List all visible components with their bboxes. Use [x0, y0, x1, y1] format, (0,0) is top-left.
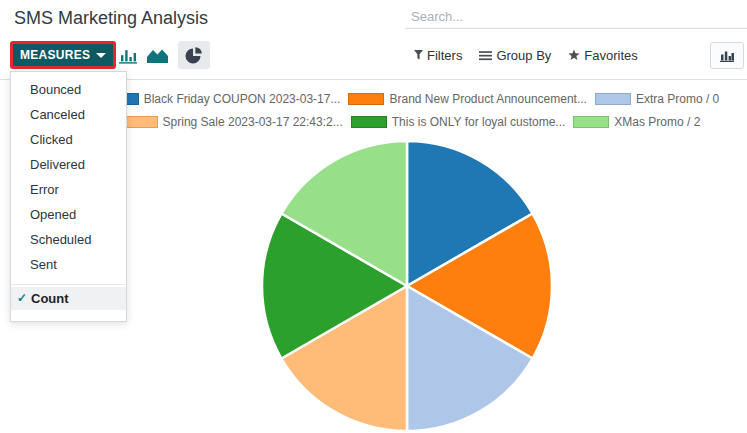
menu-item-count[interactable]: ✓ Count	[11, 287, 126, 310]
menu-separator	[11, 284, 126, 285]
legend-row: Black Friday COUPON 2023-03-17... Brand N…	[75, 87, 747, 110]
legend-row: Spring Sale 2023-03-17 22:43:2... This is…	[75, 110, 747, 133]
page-title: SMS Marketing Analysis	[14, 8, 208, 29]
search-placeholder: Search...	[411, 9, 463, 24]
legend-swatch	[595, 93, 631, 105]
menu-item-error[interactable]: Error	[11, 177, 126, 202]
legend-label: Spring Sale 2023-03-17 22:43:2...	[163, 115, 343, 129]
menu-item-canceled[interactable]: Canceled	[11, 102, 126, 127]
legend-swatch	[351, 116, 387, 128]
legend-swatch	[348, 93, 384, 105]
search-tools: Filters Group By Favorites	[414, 41, 638, 69]
pie-chart-view-button[interactable]	[178, 41, 210, 69]
measures-button-label: MEASURES	[20, 48, 90, 62]
menu-item-delivered[interactable]: Delivered	[11, 152, 126, 177]
group-by-label: Group By	[496, 48, 551, 63]
menu-item-bounced[interactable]: Bounced	[11, 77, 126, 102]
legend-item[interactable]: Black Friday COUPON 2023-03-17...	[103, 92, 341, 106]
measures-dropdown: BouncedCanceledClickedDeliveredErrorOpen…	[10, 71, 127, 322]
legend-item[interactable]: Brand New Product Announcement...	[348, 92, 586, 106]
graph-view-switcher-button[interactable]	[710, 42, 744, 69]
caret-down-icon	[96, 53, 106, 58]
menu-item-scheduled[interactable]: Scheduled	[11, 227, 126, 252]
chart-legend: Black Friday COUPON 2023-03-17... Brand N…	[75, 87, 747, 133]
area-chart-icon	[147, 47, 168, 63]
filters-label: Filters	[427, 48, 462, 63]
menu-item-sent[interactable]: Sent	[11, 252, 126, 277]
area-chart-view-button[interactable]	[143, 41, 171, 69]
filters-button[interactable]: Filters	[414, 48, 462, 63]
group-by-button[interactable]: Group By	[479, 48, 551, 63]
bar-chart-icon	[119, 47, 137, 64]
search-input[interactable]: Search...	[405, 0, 747, 29]
legend-label: Brand New Product Announcement...	[389, 92, 586, 106]
legend-label: Black Friday COUPON 2023-03-17...	[144, 92, 341, 106]
favorites-label: Favorites	[584, 48, 637, 63]
legend-item[interactable]: XMas Promo / 2	[573, 115, 700, 129]
legend-swatch	[573, 116, 609, 128]
legend-label: This is ONLY for loyal custome...	[392, 115, 566, 129]
star-icon	[568, 49, 580, 61]
filter-icon	[414, 50, 423, 60]
group-by-icon	[479, 50, 492, 61]
favorites-button[interactable]: Favorites	[568, 48, 637, 63]
legend-item[interactable]: This is ONLY for loyal custome...	[351, 115, 566, 129]
menu-item-opened[interactable]: Opened	[11, 202, 126, 227]
menu-item-clicked[interactable]: Clicked	[11, 127, 126, 152]
pie-chart-icon	[185, 46, 203, 64]
legend-item[interactable]: Extra Promo / 0	[595, 92, 719, 106]
pie-chart	[260, 139, 554, 433]
legend-item[interactable]: Spring Sale 2023-03-17 22:43:2...	[122, 115, 343, 129]
measures-button[interactable]: MEASURES	[10, 41, 116, 69]
bar-chart-view-button[interactable]	[115, 41, 141, 69]
menu-item-count-label: Count	[31, 291, 69, 306]
legend-label: Extra Promo / 0	[636, 92, 719, 106]
check-icon: ✓	[17, 287, 27, 310]
measures-menu-items: BouncedCanceledClickedDeliveredErrorOpen…	[11, 77, 126, 277]
bar-chart-icon	[720, 49, 734, 62]
legend-label: XMas Promo / 2	[614, 115, 700, 129]
